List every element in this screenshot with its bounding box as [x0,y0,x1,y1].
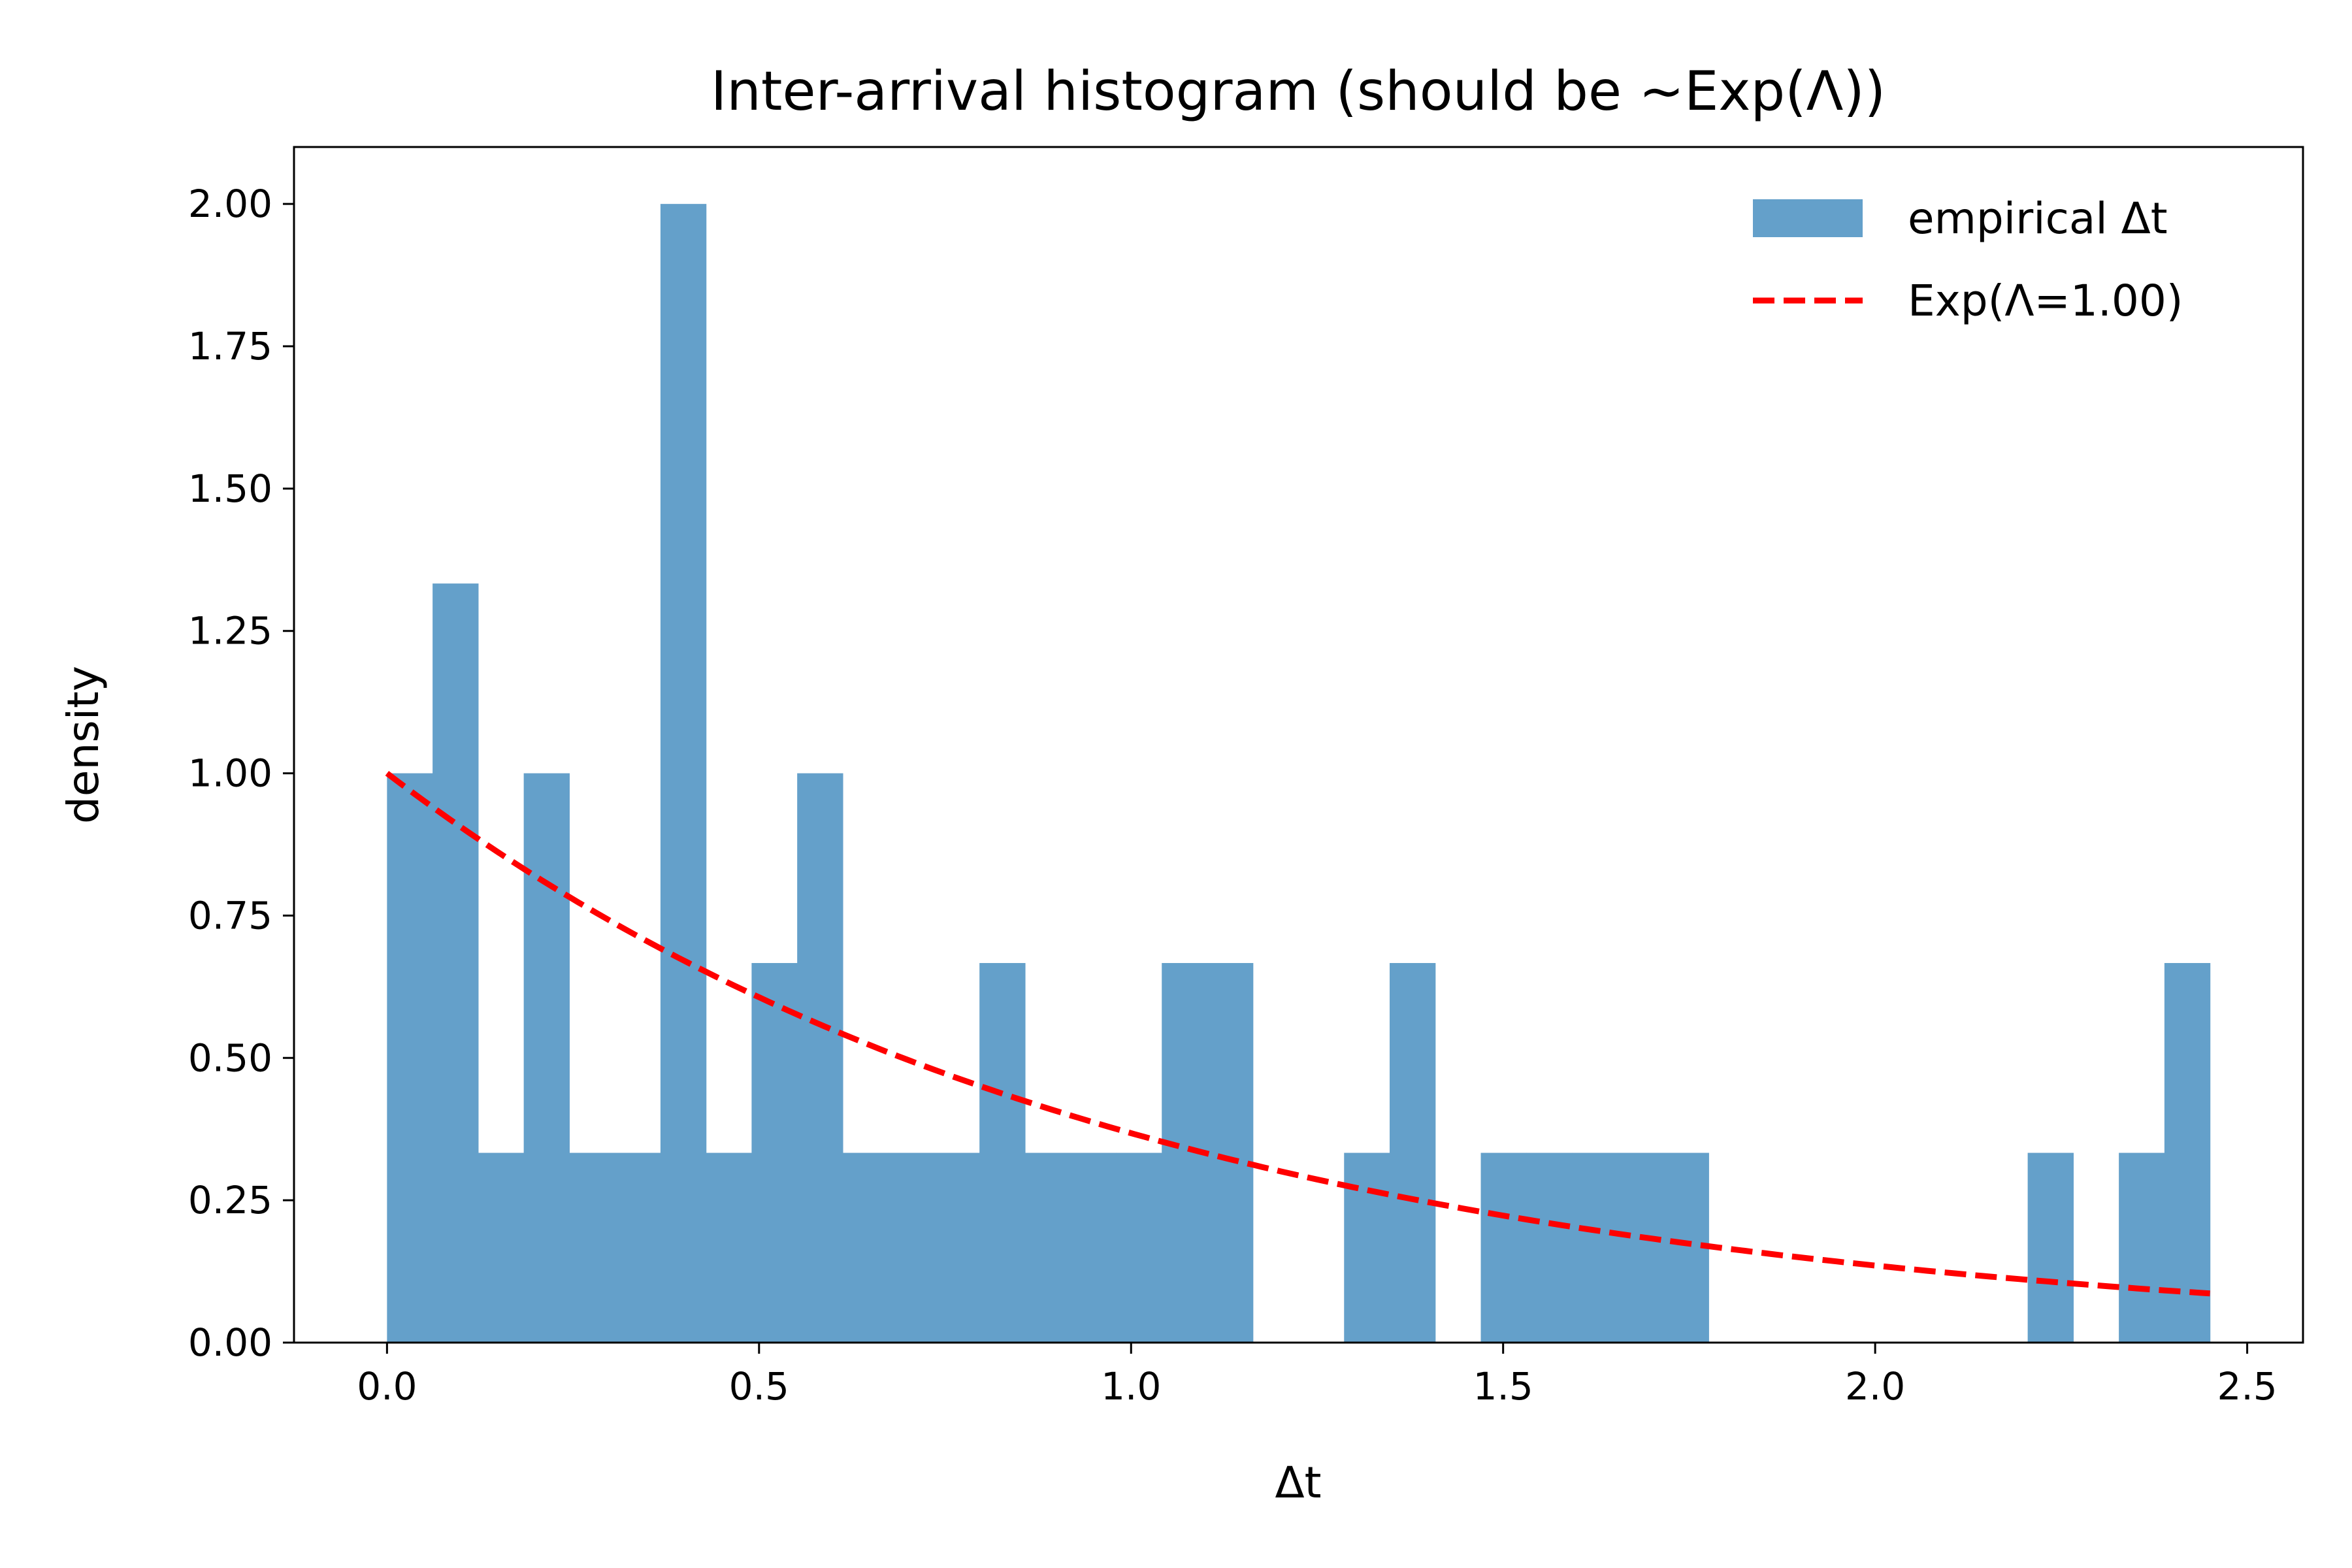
histogram-bar [478,1152,525,1343]
histogram-bar [1526,1152,1573,1343]
x-tick-label: 2.5 [2217,1364,2277,1409]
histogram-bar [1390,963,1436,1343]
x-tick-label: 1.5 [1473,1364,1533,1409]
y-tick-label: 1.00 [188,751,272,796]
histogram-bar [979,963,1026,1343]
y-tick-label: 1.25 [188,609,272,653]
histogram-bar [569,1152,615,1343]
y-tick-label: 1.75 [188,324,272,368]
histogram-bar [842,1152,889,1343]
y-axis-label: density [58,666,108,824]
histogram-bar [1116,1152,1162,1343]
y-axis: 0.00 0.25 0.50 0.75 1.00 1.25 1.50 1.75 2.00 [188,182,294,1365]
histogram-bar [2027,1152,2074,1343]
y-tick-label: 0.50 [188,1036,272,1080]
histogram-bar [934,1152,980,1343]
y-tick-label: 1.50 [188,466,272,511]
legend: empirical Δt Exp(Λ=1.00) [1753,193,2183,326]
x-tick-label: 0.5 [729,1364,789,1409]
y-tick-label: 2.00 [188,182,272,226]
histogram-bar [433,583,479,1343]
x-tick-label: 1.0 [1101,1364,1161,1409]
exp-pdf-curve [385,771,2210,1297]
chart-title: Inter-arrival histogram (should be ~Exp(… [711,59,1886,123]
x-axis: 0.0 0.5 1.0 1.5 2.0 2.5 [357,1343,2278,1409]
histogram-bar [888,1152,935,1343]
legend-label-exp: Exp(Λ=1.00) [1908,276,2183,326]
histogram-bar [1070,1152,1117,1343]
histogram-bar [387,773,433,1343]
histogram-bar [2119,1152,2165,1343]
histogram-bar [751,963,798,1343]
histogram-bar [1024,1152,1071,1343]
histogram-bar [1617,1152,1664,1343]
histogram-bar [1344,1152,1390,1343]
legend-label-empirical: empirical Δt [1908,193,2168,244]
legend-swatch-empirical [1753,199,1863,237]
y-tick-label: 0.25 [188,1178,272,1222]
histogram-bar [2164,963,2211,1343]
x-axis-label: Δt [1275,1458,1321,1508]
y-tick-label: 0.75 [188,893,272,938]
plot-frame [293,146,2304,1344]
histogram-bar [706,1152,753,1343]
histogram-bar [1207,963,1254,1343]
histogram-bar [660,204,707,1343]
x-tick-label: 0.0 [357,1364,417,1409]
x-tick-label: 2.0 [1845,1364,1905,1409]
y-tick-label: 0.00 [188,1320,272,1365]
histogram-bar [523,773,570,1343]
histogram-bar [615,1152,661,1343]
curve-layer [385,771,2210,1297]
histogram-bar [1572,1152,1618,1343]
histogram-bar [797,773,843,1343]
histogram-bar [1480,1152,1527,1343]
